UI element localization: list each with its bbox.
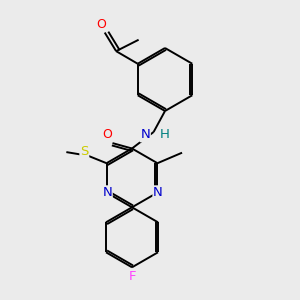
Text: S: S bbox=[80, 145, 88, 158]
Text: O: O bbox=[96, 18, 106, 31]
Text: H: H bbox=[160, 128, 170, 142]
Text: N: N bbox=[102, 186, 112, 199]
Text: N: N bbox=[140, 128, 150, 142]
Text: F: F bbox=[128, 270, 136, 284]
Text: O: O bbox=[102, 128, 112, 141]
Text: N: N bbox=[153, 186, 163, 199]
